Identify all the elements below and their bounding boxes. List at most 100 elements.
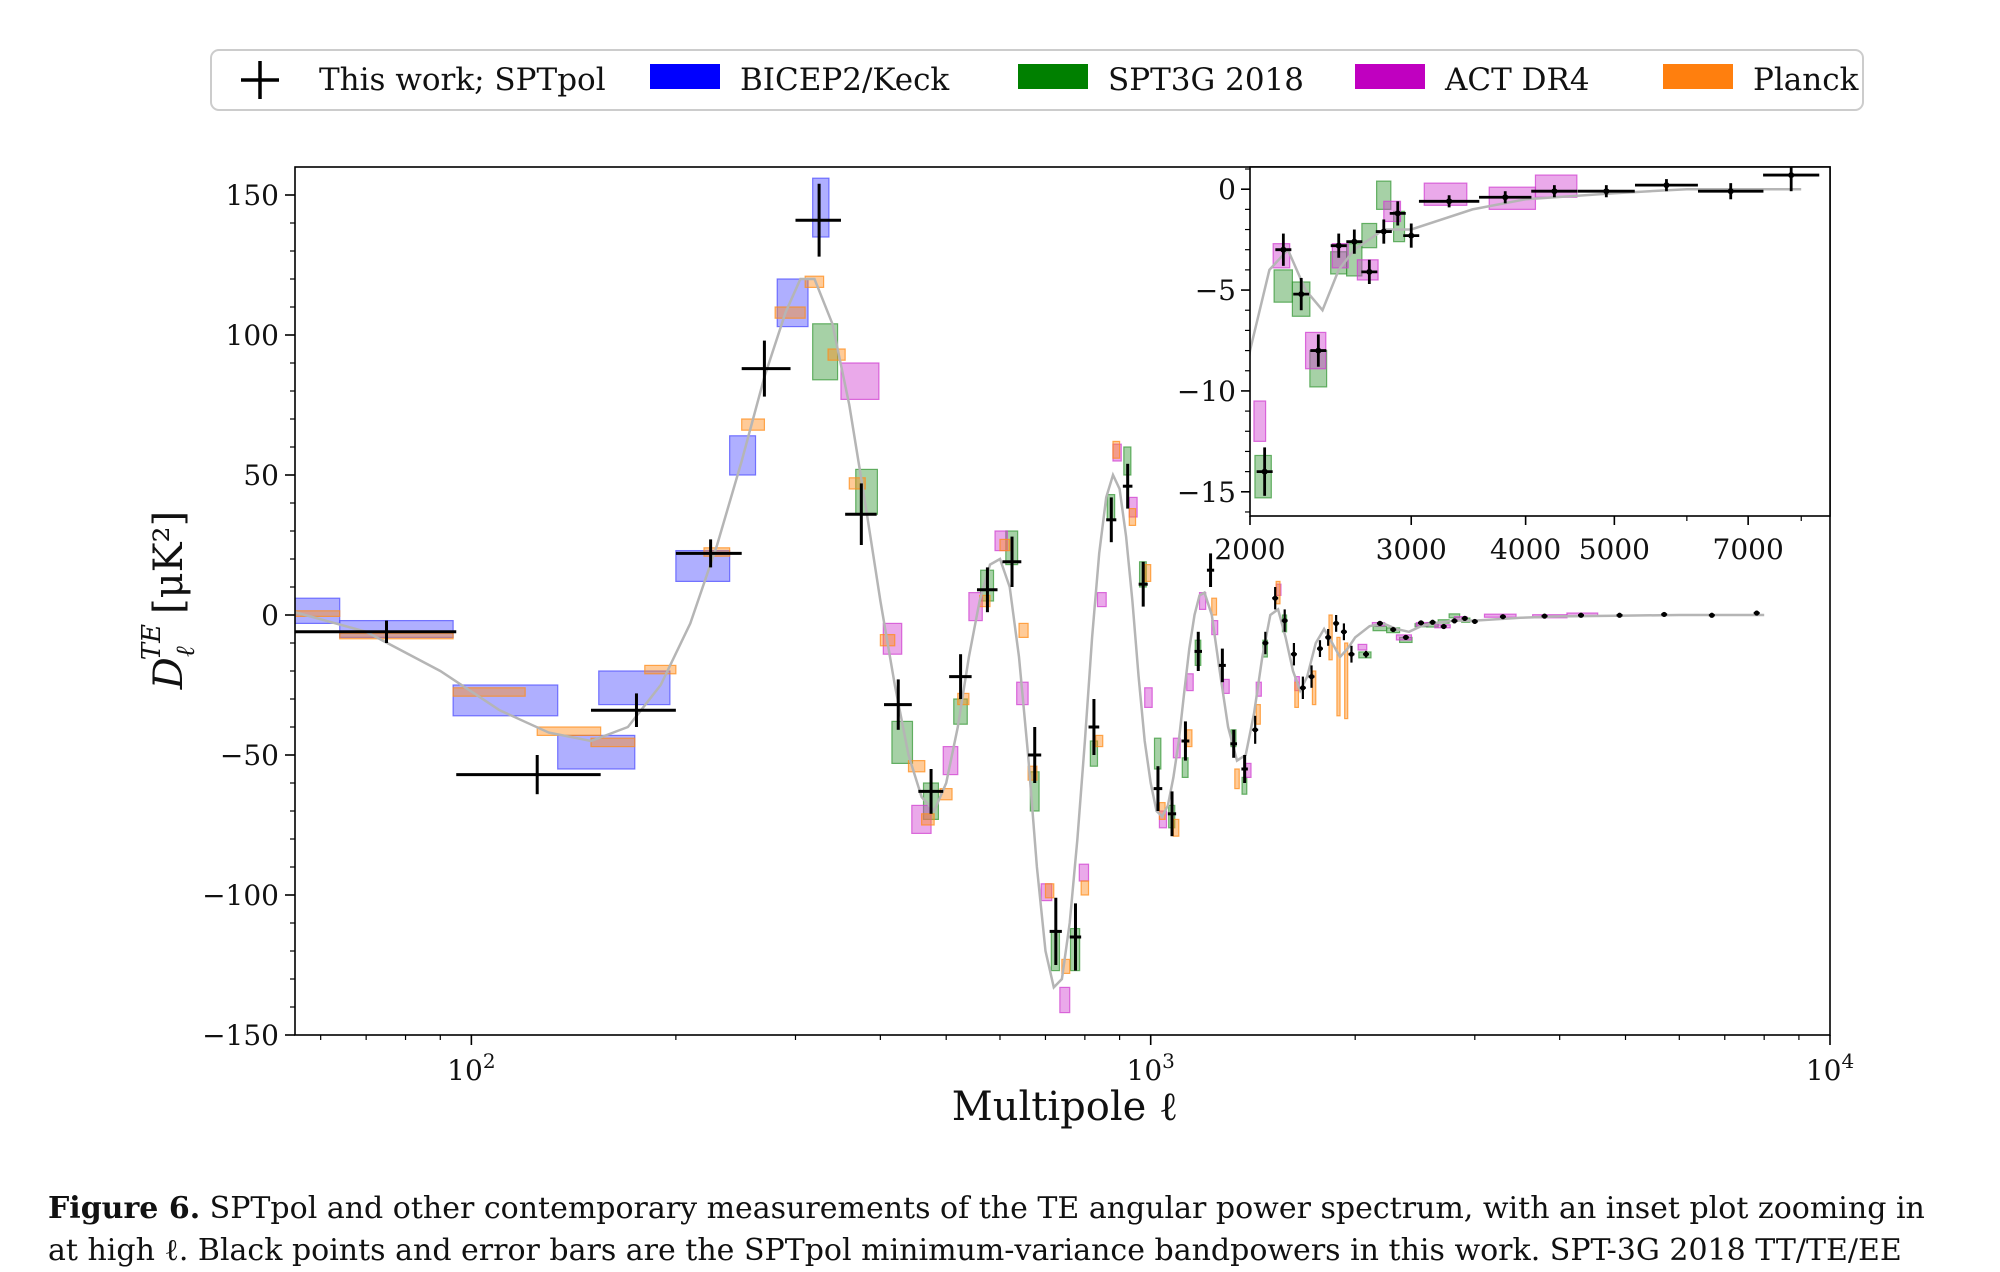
sptpol-marker [1262,640,1268,646]
sptpol-point [1451,618,1458,624]
sptpol-marker [1462,615,1468,621]
inset-sptpol-point [1256,447,1273,496]
bandpower-box [999,538,1011,552]
sptpol-point [456,755,601,795]
sptpol-point [1340,623,1347,641]
bandpower-box [774,306,806,319]
sptpol-marker [1363,651,1369,657]
inset-sptpol-point [1418,195,1480,208]
inset-x-tick-label: 7000 [1713,533,1784,566]
inset-background [1250,167,1830,516]
x-axis-label: Multipole ℓ [952,1084,1178,1130]
model-curve [295,277,1765,990]
bandpower-box [339,632,454,640]
inset-sptpol-marker [1298,291,1305,298]
bandpower-box [812,177,830,238]
bandpower-box [1027,765,1038,781]
inset-sptpol-marker [1366,268,1373,275]
y-tick-label: 100 [226,319,279,352]
sptpol-point [1281,609,1288,632]
inset-sptpol-marker [1551,188,1558,195]
inset-sptpol-marker [1380,228,1387,235]
inset-sptpol-marker [1408,232,1415,239]
bandpower-box [1144,563,1152,582]
sptpol-point [884,679,912,730]
bandpower-box [1044,883,1055,899]
x-tick-exp: 3 [1162,1049,1175,1073]
sptpol-marker [1403,634,1409,641]
legend-entry: ACT DR4 [1355,62,1590,98]
sptpol-point [949,654,972,699]
inset-bandpower-box [1534,174,1578,198]
legend-label: BICEP2/Keck [740,62,949,98]
y-label-main: D [146,657,192,690]
x-tick-exp: 2 [483,1049,496,1073]
legend-label: ACT DR4 [1444,62,1590,98]
legend-swatch [1355,64,1425,89]
inset-plot: 0 −5 −10 −15 2000 3000 4000 5000 7000 [1177,166,1831,566]
x-tick-label: 103 [1127,1049,1175,1087]
sptpol-point [590,693,676,727]
inset-sptpol-marker [1727,188,1734,195]
y-tick-label: 150 [226,179,279,212]
sptpol-point [1708,612,1715,618]
bandpower-box [776,278,809,328]
sptpol-point [1167,791,1177,837]
bandpower-box [729,435,757,476]
bandpower-box [848,477,866,490]
inset-y-tick-label: −5 [1195,274,1236,307]
inset-sptpol-marker [1603,188,1610,195]
inset-x-tick-label: 3000 [1376,533,1447,566]
sptpol-marker [1252,727,1258,733]
x-tick-label: 104 [1806,1049,1854,1087]
bandpower-box [827,348,846,361]
bandpower-box [1144,687,1153,708]
inset-y-tick-label: −15 [1177,476,1236,509]
inset-y-tick-label: 0 [1218,173,1236,206]
sptpol-point [1153,766,1163,811]
y-label-unit: [μK²] [146,511,192,614]
legend-label: SPT3G 2018 [1108,62,1304,98]
inset-sptpol-point [1577,185,1635,198]
bandpower-box [590,737,636,748]
sptpol-point [1308,665,1315,688]
sptpol-marker [1500,614,1506,620]
bandpower-box [1095,734,1104,748]
inset-sptpol-point [1763,167,1820,192]
inset-plot-area [1250,167,1820,499]
inset-sptpol-point [1375,219,1392,244]
bandpower-box [1255,703,1261,725]
x-tick-base: 10 [1127,1054,1163,1087]
y-tick-label: 50 [243,459,279,492]
sptpol-marker [1300,685,1306,691]
sptpol-marker [1709,612,1715,618]
sptpol-marker [1341,629,1347,635]
caption-line-1: SPTpol and other contemporary measuremen… [200,1191,1925,1226]
y-tick-label: −150 [202,1019,279,1052]
sptpol-point [845,483,877,545]
sptpol-point [1541,613,1548,619]
bandpower-box [1222,678,1230,695]
inset-sptpol-point [1389,201,1406,226]
bandpower-box [1096,591,1107,608]
sptpol-point [1616,612,1623,618]
inset-sptpol-marker [1261,468,1268,475]
sptpol-point [1402,634,1409,641]
inset-y-tick-label: −10 [1177,375,1236,408]
bandpower-box [452,687,526,697]
sptpol-marker [1317,646,1323,652]
legend-swatch [650,64,720,89]
sptpol-point [1272,587,1279,610]
main-plot-area [295,177,1765,1014]
legend-entry: BICEP2/Keck [650,62,949,98]
sptpol-point [1206,553,1215,587]
legend: This work; SPTpol BICEP2/Keck SPT3G 2018 AC… [210,49,1864,111]
bandpower-box [1186,673,1194,692]
inset-bandpower-box [1383,200,1402,223]
bandpower-box [1344,642,1349,720]
bandpower-box [1153,737,1162,770]
y-axis-label: Dℓ TE [μK²] [137,511,201,690]
inset-bandpower-box [1253,400,1267,442]
figure-caption: Figure 6. SPTpol and other contemporary … [48,1188,1998,1272]
